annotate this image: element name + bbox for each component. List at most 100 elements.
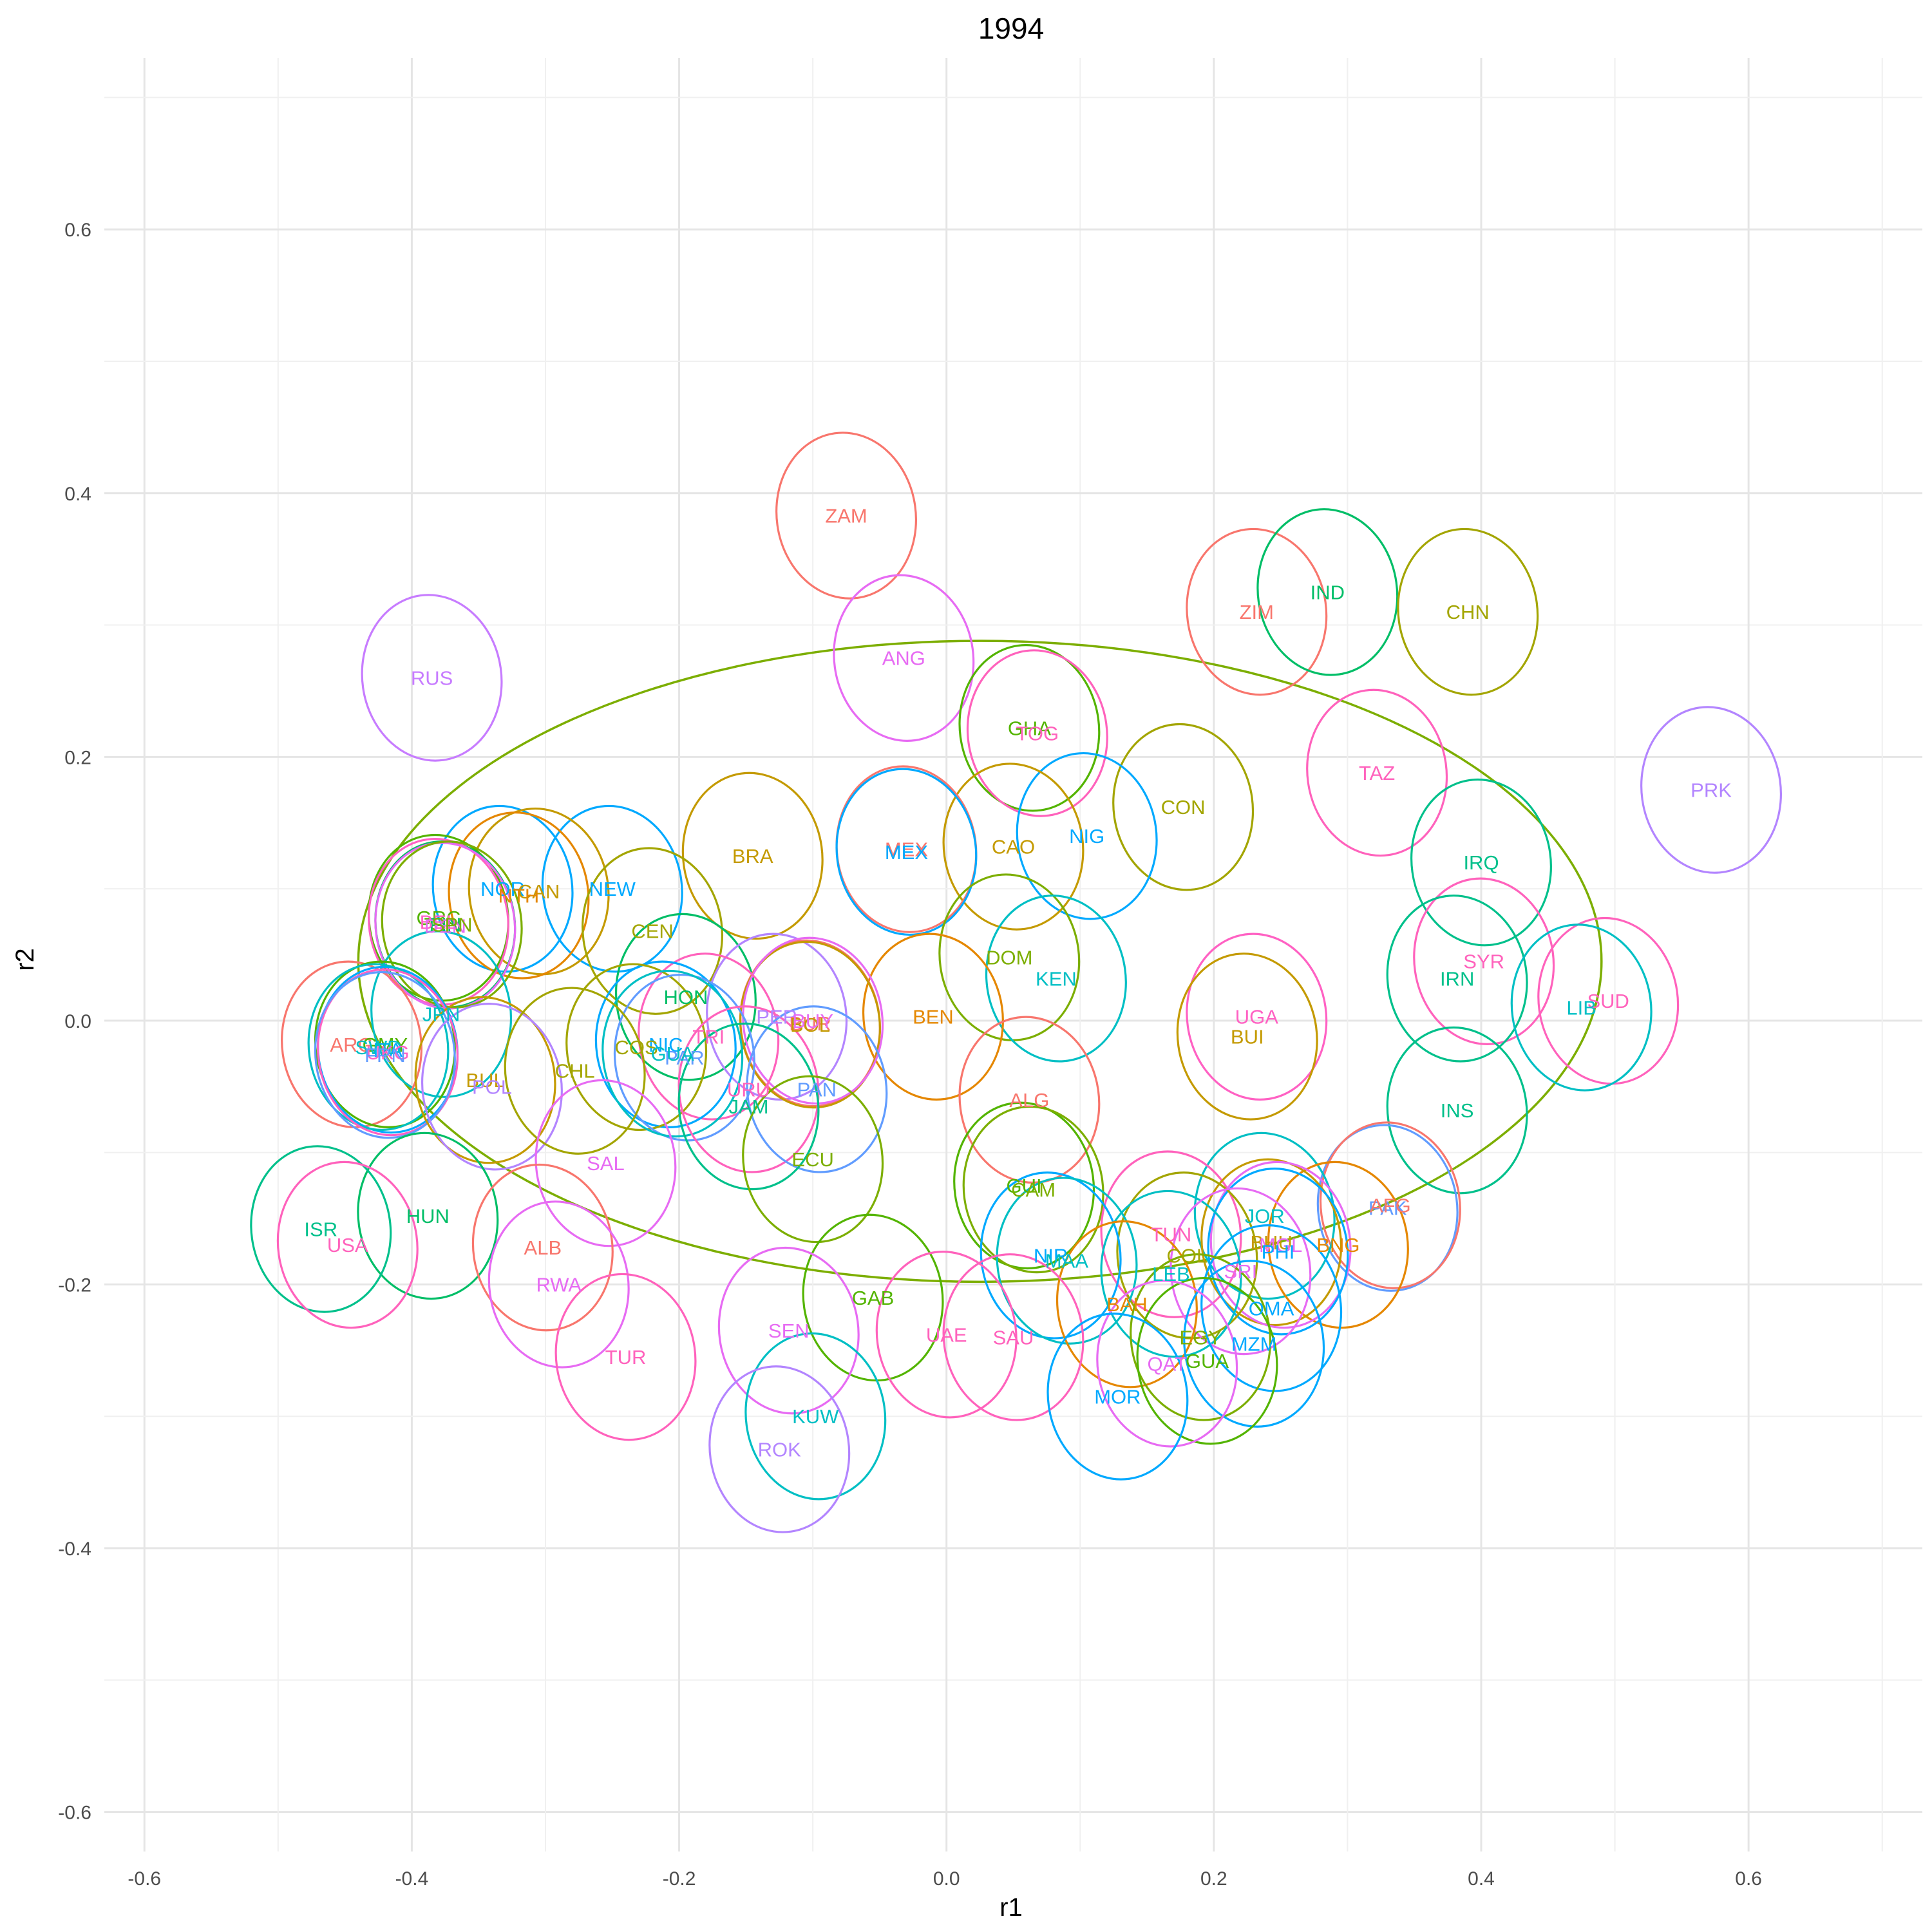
country-ellipse bbox=[862, 933, 1004, 1101]
country-label: GMY bbox=[363, 1034, 408, 1056]
country-label: SPN bbox=[431, 913, 473, 936]
country-ellipse bbox=[717, 1246, 860, 1415]
country-ellipse bbox=[276, 1160, 419, 1329]
country-label: MEX bbox=[885, 838, 929, 861]
country-ellipse bbox=[1510, 923, 1653, 1092]
country-label: MGL bbox=[1259, 1234, 1302, 1256]
country-ellipse bbox=[421, 1003, 563, 1171]
country-label: KEN bbox=[1036, 967, 1077, 990]
country-label: HUN bbox=[406, 1205, 450, 1227]
country-ellipse bbox=[1537, 916, 1680, 1085]
country-ellipse bbox=[1136, 1276, 1278, 1445]
country-ellipse bbox=[541, 804, 683, 973]
country-label: UAE bbox=[926, 1323, 967, 1346]
country-ellipse bbox=[985, 895, 1127, 1063]
country-label: POL bbox=[472, 1075, 512, 1098]
country-label: JPN bbox=[422, 1003, 460, 1026]
country-label: PAK bbox=[1368, 1197, 1407, 1220]
x-tick-label: 0.6 bbox=[1735, 1868, 1762, 1889]
country-ellipse bbox=[1640, 706, 1783, 874]
country-label: MZM bbox=[1231, 1333, 1277, 1356]
x-axis-title: r1 bbox=[999, 1893, 1023, 1922]
country-ellipse bbox=[1267, 1160, 1409, 1329]
country-label: PRK bbox=[1690, 779, 1732, 802]
country-label: NIG bbox=[1069, 825, 1104, 848]
country-ellipse bbox=[1186, 527, 1328, 696]
country-label: ALG bbox=[1009, 1089, 1049, 1112]
country-label: ITA bbox=[373, 1039, 402, 1061]
country-label: TRI bbox=[692, 1025, 724, 1048]
country-ellipse bbox=[996, 1177, 1138, 1345]
country-ellipse bbox=[1319, 1121, 1461, 1289]
country-label: JAM bbox=[729, 1095, 769, 1118]
country-label: LIB bbox=[1566, 996, 1596, 1019]
country-label: KUW bbox=[792, 1405, 839, 1428]
country-ellipse bbox=[1397, 527, 1539, 696]
country-ellipse bbox=[1096, 1280, 1238, 1448]
country-label: NIC bbox=[649, 1034, 683, 1056]
country-label: GHA bbox=[1008, 717, 1052, 739]
country-ellipse bbox=[448, 811, 590, 980]
country-label: NIR bbox=[1034, 1244, 1068, 1267]
country-ellipse bbox=[1200, 1158, 1343, 1327]
country-ellipse bbox=[1112, 723, 1255, 891]
country-label: ANG bbox=[882, 647, 925, 670]
country-label: OMA bbox=[1249, 1297, 1294, 1320]
country-label: IRQ bbox=[1463, 851, 1499, 874]
country-ellipse bbox=[1046, 1312, 1189, 1481]
x-tick-label: 0.0 bbox=[933, 1868, 960, 1889]
country-label: RWA bbox=[536, 1273, 582, 1296]
country-label: CEN bbox=[631, 920, 673, 943]
country-label: ALB bbox=[524, 1236, 562, 1259]
country-label: ZAM bbox=[825, 505, 867, 527]
country-label: EGY bbox=[1179, 1326, 1221, 1349]
country-label: ISR bbox=[304, 1218, 337, 1240]
country-label: SAL bbox=[587, 1152, 625, 1175]
country-label: FIN bbox=[429, 913, 461, 936]
country-ellipses bbox=[250, 431, 1783, 1533]
country-label: LEB bbox=[1152, 1263, 1190, 1285]
country-ellipse bbox=[1016, 752, 1158, 920]
country-ellipse bbox=[554, 1273, 697, 1441]
country-label: SRI bbox=[1224, 1260, 1258, 1283]
country-label: TAZ bbox=[1359, 762, 1395, 784]
y-tick-label: -0.2 bbox=[58, 1274, 91, 1296]
x-tick-label: 0.2 bbox=[1200, 1868, 1227, 1889]
country-ellipse bbox=[1100, 1150, 1242, 1318]
country-ellipse bbox=[775, 431, 918, 600]
country-ellipse bbox=[966, 649, 1108, 817]
country-label: NEW bbox=[589, 878, 636, 900]
country-label: GUA bbox=[1186, 1350, 1229, 1372]
country-label: IRN bbox=[1440, 967, 1474, 990]
country-label: SEN bbox=[768, 1320, 810, 1342]
country-label: ECU bbox=[791, 1148, 833, 1171]
country-ellipse bbox=[742, 936, 884, 1105]
country-ellipse bbox=[706, 933, 848, 1101]
country-label: GUI bbox=[1007, 1175, 1042, 1197]
country-label: INS bbox=[1441, 1099, 1474, 1122]
x-tick-label: -0.2 bbox=[663, 1868, 696, 1889]
country-ellipse bbox=[953, 1101, 1095, 1270]
axes: -0.6 -0.4 -0.2 0.0 0.2 0.4 0.6 -0.6 -0.4 -0.2 0.0 0… bbox=[58, 220, 1762, 1889]
country-label: CHN bbox=[1446, 601, 1490, 623]
x-tick-label: -0.4 bbox=[395, 1868, 429, 1889]
country-label: BUL bbox=[466, 1069, 504, 1092]
country-ellipse bbox=[744, 1332, 887, 1501]
country-ellipse bbox=[942, 762, 1084, 931]
country-label: MAA bbox=[1045, 1250, 1089, 1273]
country-label: MOR bbox=[1094, 1386, 1141, 1408]
country-ellipse bbox=[414, 996, 556, 1164]
country-ellipse bbox=[361, 594, 503, 762]
x-tick-label: 0.4 bbox=[1468, 1868, 1495, 1889]
country-ellipse bbox=[307, 963, 450, 1132]
country-label: NTH bbox=[498, 884, 540, 907]
country-label: BNG bbox=[1316, 1234, 1359, 1256]
country-ellipse bbox=[802, 1213, 944, 1382]
country-label: CHL bbox=[555, 1060, 595, 1083]
country-label: URU bbox=[727, 1078, 770, 1101]
country-ellipse bbox=[468, 807, 610, 976]
country-label: BOL bbox=[790, 1014, 830, 1036]
country-label: BEL bbox=[420, 911, 458, 933]
